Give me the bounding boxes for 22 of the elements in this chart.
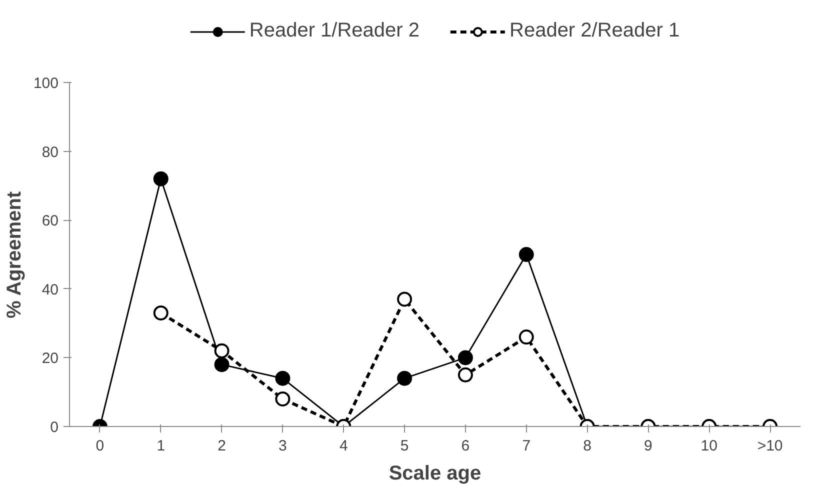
x-tick-label: 5 [400,438,409,454]
x-tick-label: 6 [461,438,470,454]
x-tick-label: 10 [700,438,718,454]
x-tick-label: 9 [644,438,652,454]
x-tick-label: 8 [583,438,592,454]
x-tick-label: 1 [156,438,166,454]
y-tick-label: 60 [42,212,59,230]
legend-label: Reader 2/Reader 1 [510,20,680,42]
y-axis-title: % Agreement [3,190,26,318]
x-tick-label: 4 [339,438,348,454]
x-tick-label: 0 [96,438,104,454]
x-tick-label: 7 [522,438,531,454]
y-tick-label: 80 [42,144,59,161]
y-tick-label: 100 [33,75,59,92]
y-tick-label: 40 [42,281,59,298]
legend-label: Reader 1/Reader 2 [249,20,420,42]
x-axis-title: Scale age [388,462,482,484]
y-tick-label: 20 [42,350,59,368]
x-tick-label: >10 [757,438,783,454]
y-tick-label: 0 [50,419,58,436]
x-tick-label: 2 [218,438,226,454]
x-tick-label: 3 [278,438,287,454]
